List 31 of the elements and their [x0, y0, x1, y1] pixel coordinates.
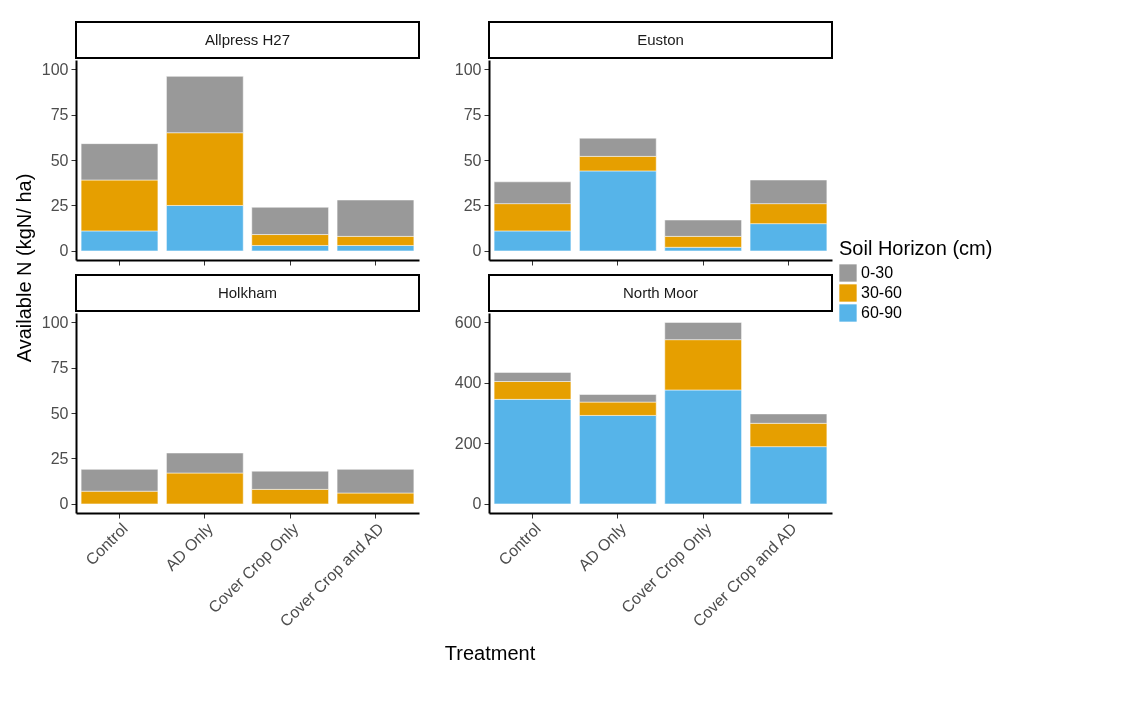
x-tick-label: AD Only [162, 519, 217, 574]
y-tick-label: 75 [50, 106, 69, 124]
y-tick-label: 25 [50, 196, 69, 214]
y-tick-label: 0 [472, 242, 482, 260]
chart-title: Allpress H27 [204, 31, 291, 48]
chart-title: Euston [637, 31, 684, 48]
legend-label: 60-90 [861, 304, 903, 321]
y-tick-label: 50 [463, 151, 482, 169]
x-axis-title: Treatment [444, 642, 536, 664]
y-tick-label: 600 [454, 313, 482, 331]
y-tick-label: 50 [50, 151, 69, 169]
x-tick-label: AD Only [575, 519, 630, 574]
chart-title: North Moor [622, 284, 699, 301]
y-tick-label: 200 [454, 434, 482, 452]
y-tick-label: 0 [472, 495, 482, 513]
y-axis-title: Available N (kgN/ ha) [13, 173, 35, 363]
y-tick-label: 0 [59, 242, 69, 260]
y-tick-label: 75 [463, 106, 482, 124]
y-tick-label: 25 [50, 449, 69, 467]
y-tick-label: 25 [463, 196, 482, 214]
y-tick-label: 50 [50, 404, 69, 422]
legend-title: Soil Horizon (cm) [839, 237, 993, 259]
y-tick-label: 100 [454, 60, 482, 78]
y-tick-label: 75 [50, 359, 69, 377]
chart-title: Holkham [217, 284, 278, 301]
y-tick-label: 100 [41, 60, 69, 78]
y-tick-label: 0 [59, 495, 69, 513]
y-tick-label: 100 [41, 313, 69, 331]
legend-label: 30-60 [861, 284, 903, 301]
y-tick-label: 400 [454, 374, 482, 392]
legend-label: 0-30 [861, 264, 894, 281]
